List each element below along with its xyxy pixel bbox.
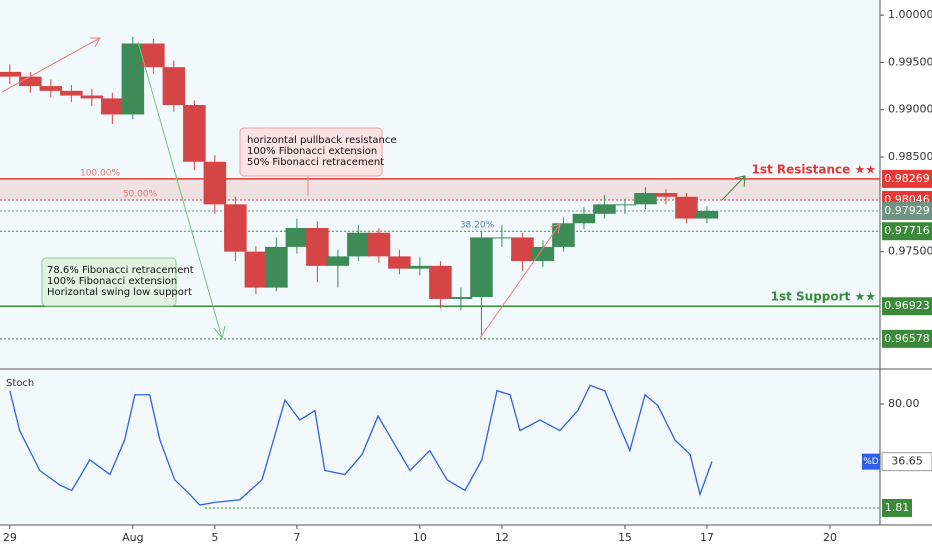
price-badge-label: 0.97929 [884, 204, 930, 217]
price-badge [882, 297, 932, 316]
price-badge [882, 329, 932, 348]
note-line: 100% Fibonacci extension [247, 146, 377, 157]
candle-body [675, 196, 698, 219]
candle-body [470, 237, 493, 298]
candle-body [347, 232, 370, 257]
stoch-pane [0, 370, 880, 525]
price-badge-label: 0.96923 [884, 299, 930, 312]
candle-body [224, 204, 247, 252]
candle-body [593, 204, 616, 214]
arrow [479, 223, 561, 339]
note-line: 100% Fibonacci extension [47, 276, 177, 287]
x-tick-label: Aug [122, 531, 143, 544]
price-badge [882, 202, 932, 221]
legend-name: %D [863, 457, 879, 467]
arrow [137, 41, 226, 340]
y-tick-label: 1.00000 [888, 8, 932, 21]
value-badge [882, 498, 912, 517]
x-tick-label: 5 [211, 531, 218, 544]
x-tick-label: 29 [3, 531, 17, 544]
stoch-title: Stoch [6, 378, 34, 389]
candle-body [490, 237, 514, 239]
price-badge [882, 222, 932, 241]
candle-body [654, 192, 678, 197]
candle-body [326, 256, 350, 266]
candle-body [121, 43, 145, 115]
candle-body [388, 256, 411, 269]
candle-body [367, 232, 391, 257]
fib-label: 100.00% [80, 168, 120, 178]
candle-body [306, 227, 329, 266]
x-tick-label: 12 [495, 531, 509, 544]
arrow [721, 175, 746, 201]
candle-body [613, 204, 637, 206]
candle-body [39, 86, 63, 91]
x-tick-label: 7 [293, 531, 300, 544]
note-line: 50% Fibonacci retracement [247, 157, 384, 168]
support-note-box [41, 257, 177, 307]
candle-body [531, 246, 555, 262]
x-tick-label: 20 [823, 531, 837, 544]
arrows [1, 37, 746, 340]
y-tick-label: 0.99000 [888, 103, 932, 116]
level-name: 1st Resistance ★★ [751, 162, 876, 176]
plot-layer: 1.00000 0.99500 0.99000 0.98500 0.97500 0.982… [0, 8, 932, 544]
y-tick-label: 0.98500 [888, 150, 932, 163]
x-tick-label: 17 [700, 531, 714, 544]
candle-body [511, 237, 534, 262]
note-line: Horizontal swing low support [47, 287, 192, 298]
price-badge-label: 0.97716 [884, 224, 930, 237]
candle-body [60, 90, 83, 96]
candle-body [142, 43, 165, 68]
x-tick-label: 10 [413, 531, 427, 544]
y-tick-label: 0.99500 [888, 55, 932, 68]
price-badge-label: 0.98269 [884, 172, 930, 185]
candle-body [634, 192, 657, 205]
value-box [881, 452, 932, 472]
fib-label: 38.20% [460, 221, 495, 231]
candle-body [429, 265, 452, 299]
candle-body [408, 265, 432, 269]
resistance-note-box [239, 127, 383, 177]
candle-body [183, 105, 206, 162]
candle-body [0, 71, 22, 77]
candle-body [101, 98, 124, 115]
stoch-line [9, 384, 713, 506]
candle-body [572, 213, 596, 224]
fib-label: 50.00% [123, 189, 158, 199]
notes: horizontal pullback resistance 100% Fibo… [47, 135, 397, 298]
x-tick-label: 15 [618, 531, 632, 544]
candle-body [265, 246, 288, 288]
value-badge-label: 1.81 [885, 501, 910, 514]
current-value: 36.65 [891, 455, 923, 468]
candle-body [449, 297, 473, 299]
candle-body [162, 67, 186, 106]
note-line: 78.6% Fibonacci retracement [47, 265, 194, 276]
candle-body [80, 95, 104, 99]
level-name: 1st Support ★★ [771, 290, 876, 304]
candle-body [203, 161, 227, 205]
arrow [1, 37, 101, 93]
series-badge [862, 453, 880, 470]
candle-body [552, 223, 575, 247]
price-badge [882, 169, 932, 188]
candle-body [695, 210, 719, 219]
note-line: horizontal pullback resistance [247, 135, 397, 146]
candle-body [285, 227, 309, 247]
y-tick-label: 0.97500 [888, 245, 932, 258]
candle-body [19, 76, 42, 87]
price-badge-label: 0.96578 [884, 332, 930, 345]
y-tick-label: 80.00 [888, 397, 920, 410]
candle-body [244, 251, 268, 288]
